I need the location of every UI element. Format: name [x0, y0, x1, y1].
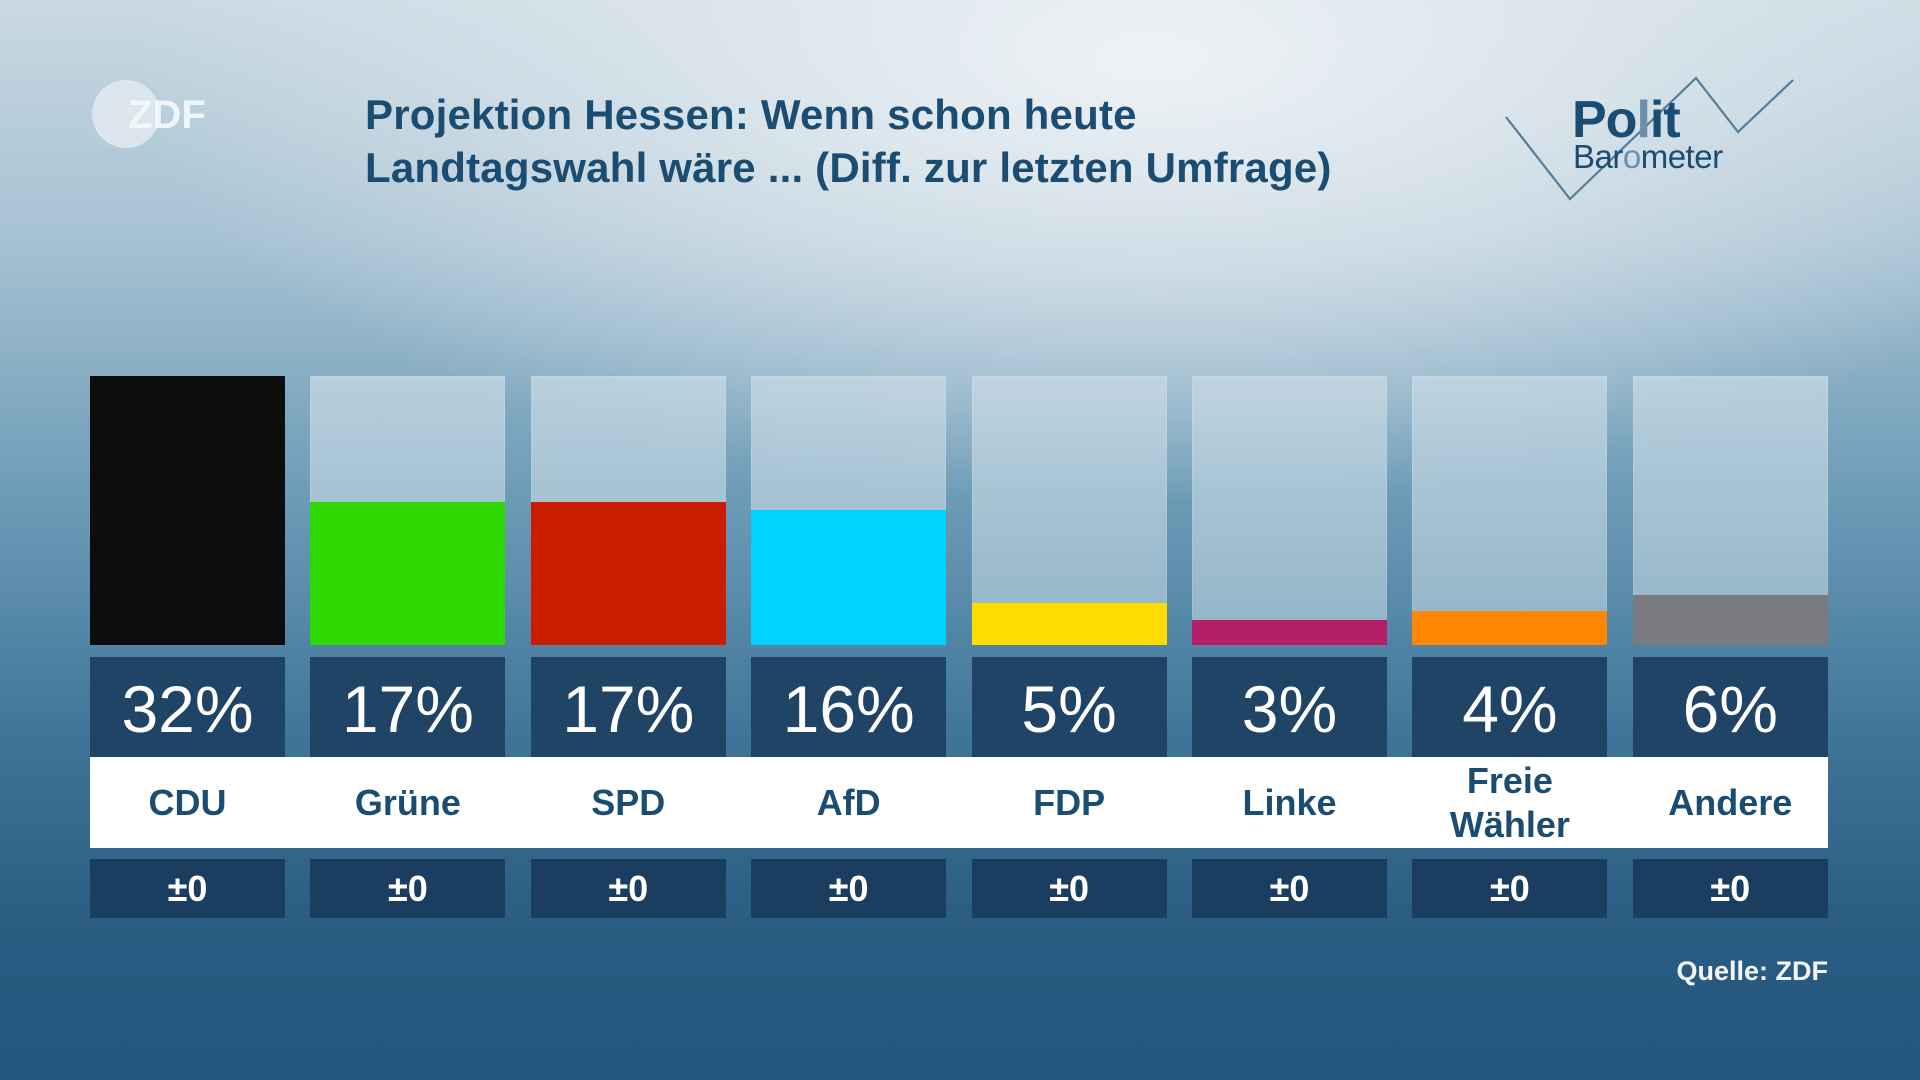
value-label: 6%: [1632, 657, 1828, 757]
politbarometer-logo: Polit Barometer: [1500, 72, 1800, 207]
brand-text: Bar: [1573, 138, 1623, 175]
diff-label: ±0: [1632, 859, 1828, 918]
diff-label: ±0: [751, 859, 947, 918]
category-label: AfD: [751, 757, 946, 848]
category-label-text: SPD: [591, 781, 666, 823]
zdf-logo-icon: ZDF: [92, 80, 206, 148]
category-label-text: AfD: [816, 781, 881, 823]
bar: [310, 502, 506, 645]
party-label-band: [90, 757, 1828, 848]
category-label-text: Linke: [1242, 781, 1337, 823]
source-note: Quelle: ZDF: [1676, 956, 1828, 986]
bar-track: [1412, 376, 1608, 645]
category-label: FDP: [972, 757, 1167, 848]
diff-label: ±0: [310, 859, 506, 918]
value-label: 17%: [530, 657, 726, 757]
value-label: 5%: [971, 657, 1167, 757]
chart-title-line-1: Projektion Hessen: Wenn schon heute: [365, 91, 1137, 138]
category-label: Grüne: [310, 757, 505, 848]
value-label: 3%: [1192, 657, 1387, 757]
category-label-text: FDP: [1033, 781, 1106, 823]
category-label: Andere: [1633, 757, 1828, 848]
bar: [530, 502, 726, 645]
diff-label: ±0: [1412, 859, 1608, 918]
diff-label: ±0: [90, 859, 285, 918]
diff-label: ±0: [1192, 859, 1387, 918]
brand-text: meter: [1640, 138, 1723, 175]
zdf-logo-text: ZDF: [128, 93, 206, 137]
value-label: 4%: [1412, 657, 1608, 757]
bar: [971, 603, 1167, 645]
politbarometer-word-polit: Polit: [1572, 90, 1681, 150]
value-label: 16%: [751, 657, 947, 757]
category-label-text: Andere: [1668, 781, 1793, 823]
zdf-logo: ZDF: [90, 78, 230, 148]
bar: [90, 376, 285, 645]
chart-title-line-2: Landtagswahl wäre ... (Diff. zur letzten…: [365, 144, 1332, 191]
bar: [1412, 611, 1608, 645]
category-label-text: CDU: [148, 781, 227, 823]
diff-label: ±0: [971, 859, 1167, 918]
brand-text: Po: [1572, 91, 1637, 149]
value-label: 17%: [310, 657, 506, 757]
category-label: SPD: [531, 757, 726, 848]
brand-text: it: [1649, 91, 1681, 149]
bar: [751, 510, 947, 645]
value-label: 32%: [90, 657, 285, 757]
brand-text: o: [1622, 138, 1641, 175]
politbarometer-word-barometer: Barometer: [1573, 138, 1723, 176]
bar: [1632, 595, 1828, 645]
brand-text: l: [1636, 91, 1650, 149]
category-label: Freie Wähler: [1412, 757, 1607, 848]
category-label-text: Freie Wähler: [1449, 759, 1570, 845]
bar-track: [1192, 376, 1387, 645]
bar-track: [971, 376, 1167, 645]
chart-title: Projektion Hessen: Wenn schon heute Land…: [365, 88, 1465, 194]
category-label: Linke: [1192, 757, 1387, 848]
zigzag-line-icon: [1505, 76, 1794, 201]
bar: [1192, 620, 1387, 645]
category-label-text: Grüne: [354, 781, 461, 823]
category-label: CDU: [90, 757, 285, 848]
diff-label: ±0: [530, 859, 726, 918]
